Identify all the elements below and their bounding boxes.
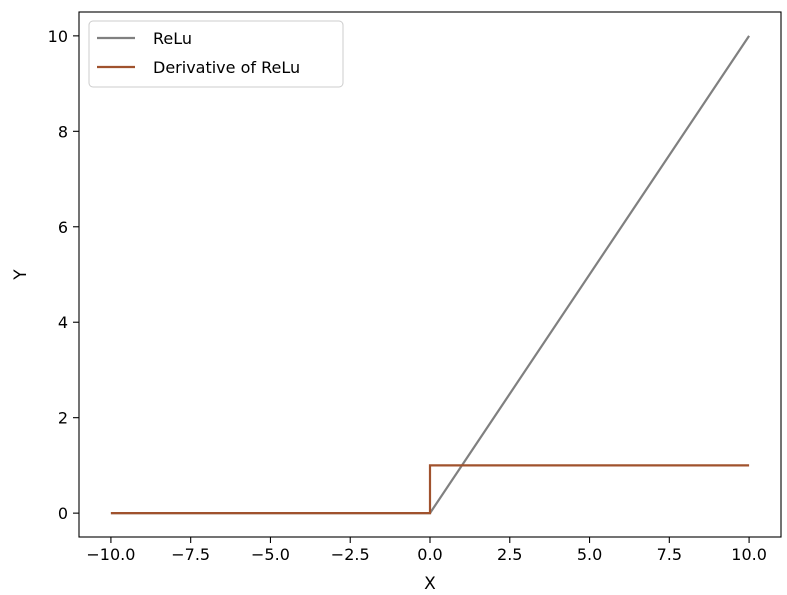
y-tick-label: 10 — [48, 27, 68, 46]
legend-box — [88, 20, 344, 88]
x-tick-label: 10.0 — [731, 545, 767, 564]
x-tick-label: 0.0 — [417, 545, 442, 564]
x-tick-label: −2.5 — [331, 545, 370, 564]
x-tick-label: 2.5 — [497, 545, 522, 564]
x-tick-label: −7.5 — [171, 545, 210, 564]
legend-label: Derivative of ReLu — [153, 58, 300, 77]
y-tick-label: 2 — [58, 409, 68, 428]
series-layer — [110, 35, 751, 515]
x-tick-label: 5.0 — [577, 545, 602, 564]
x-axis-label: X — [424, 574, 436, 594]
x-tick-label: −10.0 — [86, 545, 135, 564]
legend: ReLu Derivative of ReLu — [88, 20, 344, 88]
y-axis-ticks: 0 2 4 6 8 10 — [48, 27, 79, 523]
x-tick-label: 7.5 — [657, 545, 682, 564]
y-tick-label: 4 — [58, 313, 68, 332]
x-tick-label: −5.0 — [251, 545, 290, 564]
series-line-1 — [110, 464, 750, 515]
x-axis-ticks: −10.0 −7.5 −5.0 −2.5 0.0 2.5 5.0 7.5 10.0 — [86, 537, 767, 564]
y-tick-label: 6 — [58, 218, 68, 237]
legend-label: ReLu — [153, 29, 192, 48]
y-axis-label: Y — [11, 269, 31, 281]
y-tick-label: 8 — [58, 122, 68, 141]
y-tick-label: 0 — [58, 504, 68, 523]
